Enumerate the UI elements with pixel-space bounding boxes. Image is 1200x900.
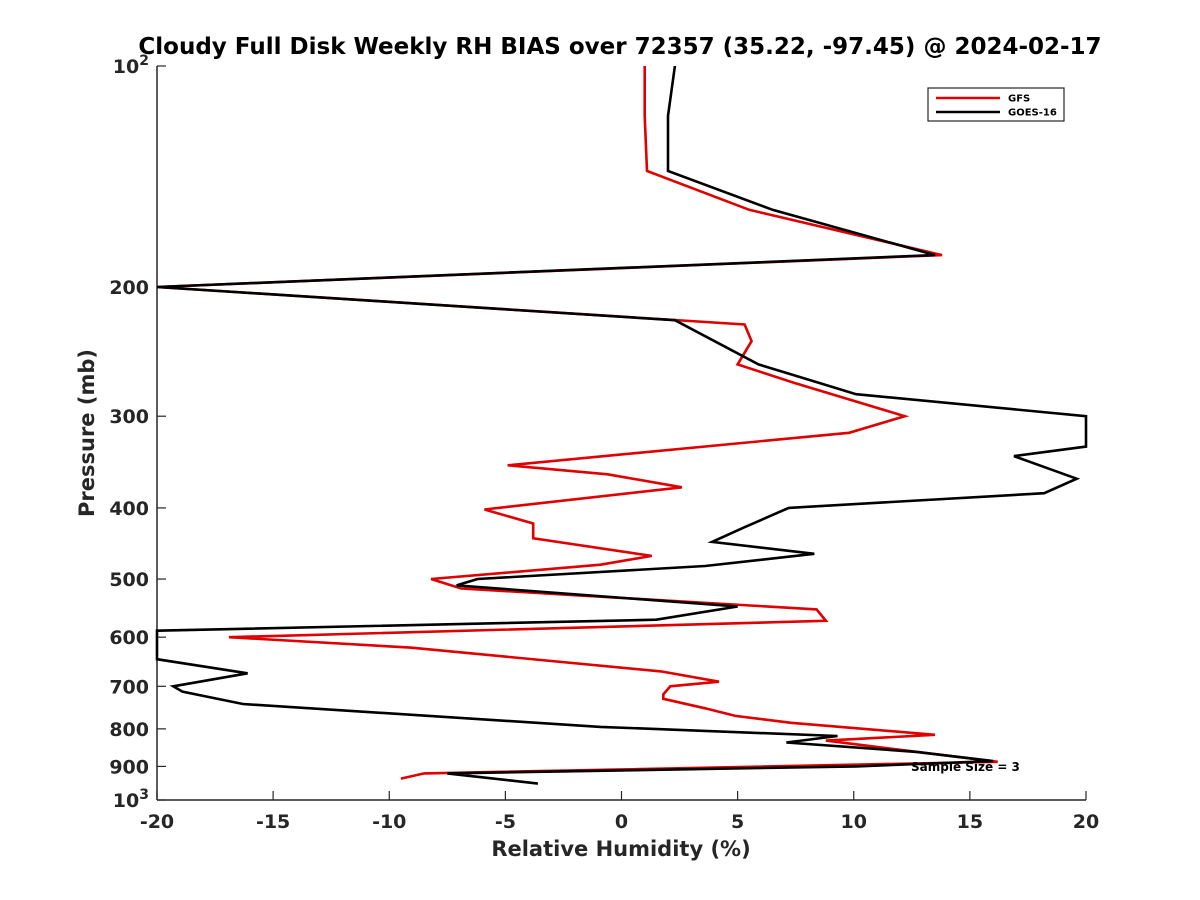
x-tick-label: 20	[1073, 811, 1099, 833]
chart-title: Cloudy Full Disk Weekly RH BIAS over 723…	[138, 34, 1101, 60]
y-tick-label: 800	[109, 719, 149, 741]
y-axis-label: Pressure (mb)	[75, 349, 99, 517]
legend-label: GFS	[1008, 94, 1030, 105]
x-tick-label: -20	[140, 811, 174, 833]
x-axis: -20 -15 -10 -5 0 5 10 15 20	[140, 791, 1099, 833]
series-lines	[155, 65, 1088, 785]
y-tick-label: 700	[109, 676, 149, 698]
y-tick-label: 600	[109, 627, 149, 649]
legend-label: GOES-16	[1008, 108, 1057, 119]
x-axis-label: Relative Humidity (%)	[491, 837, 750, 861]
legend-box	[927, 87, 1065, 122]
x-tick-label: 0	[615, 811, 628, 833]
sample-size-annotation: Sample Size = 3	[911, 760, 1020, 774]
y-tick-label: 103	[113, 787, 149, 812]
x-tick-label: 10	[841, 811, 867, 833]
y-tick-label: 200	[109, 277, 149, 299]
series-line-gfs	[156, 66, 998, 780]
plot-background	[157, 66, 1086, 800]
x-tick-label: 15	[957, 811, 983, 833]
y-tick-label: 102	[113, 53, 149, 78]
y-axis: 102 200 300 400 500 600 700 800 900 103	[109, 53, 166, 812]
y-tick-label: 300	[109, 406, 149, 428]
legend: GFS GOES-16	[927, 87, 1065, 122]
x-tick-label: 5	[731, 811, 744, 833]
x-tick-label: -15	[256, 811, 290, 833]
x-tick-label: -10	[372, 811, 406, 833]
y-tick-label: 900	[109, 756, 149, 778]
series-line-goes-16	[155, 65, 1088, 785]
y-tick-label: 500	[109, 569, 149, 591]
y-tick-label: 400	[109, 498, 149, 520]
plot-area	[156, 66, 1086, 801]
x-tick-label: -5	[495, 811, 516, 833]
